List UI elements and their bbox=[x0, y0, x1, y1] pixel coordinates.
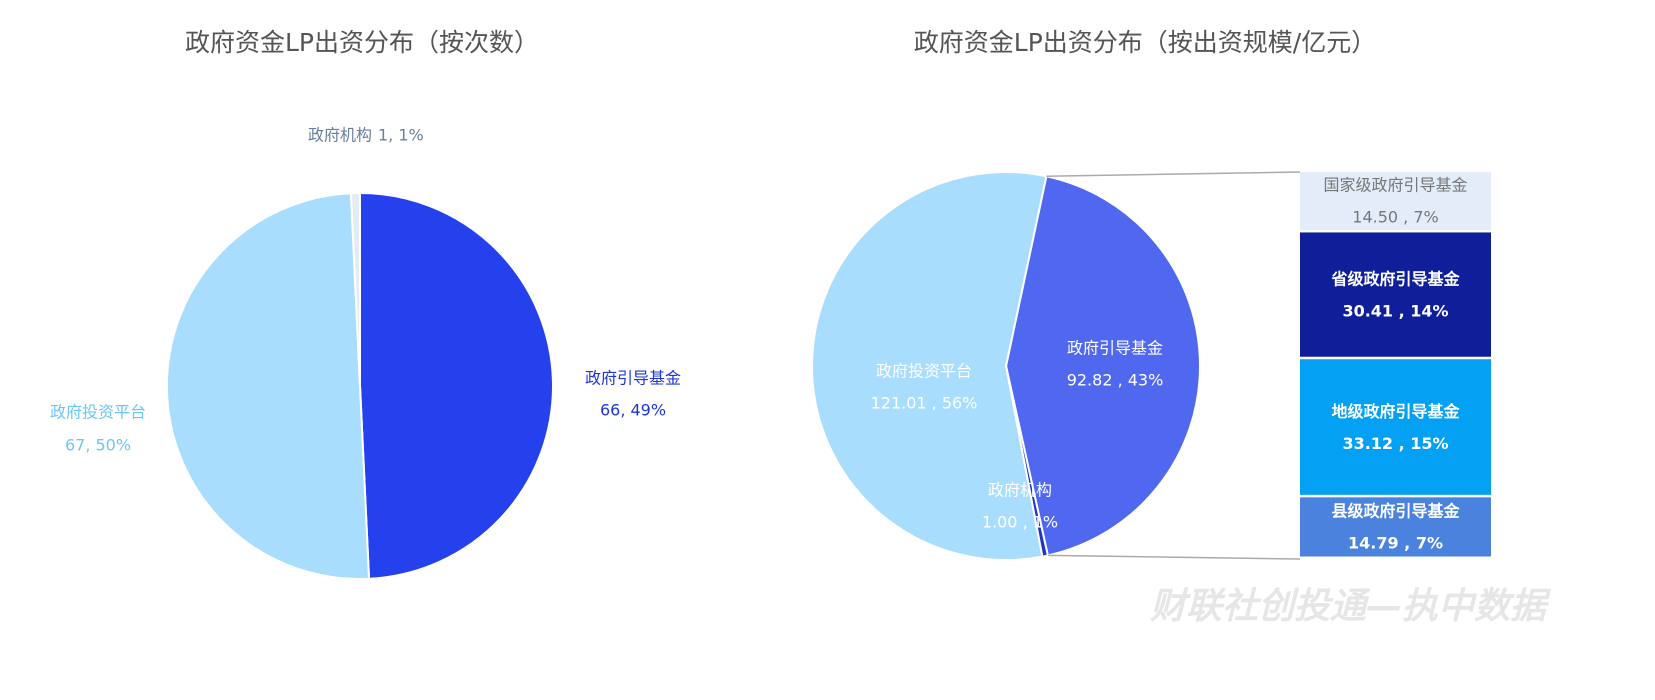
slice-value-label: 1, 1% bbox=[378, 126, 424, 145]
slice-value-label: 67, 50% bbox=[65, 436, 131, 455]
slice-value-label: 66, 49% bbox=[600, 401, 666, 420]
pie-slice bbox=[166, 192, 371, 580]
connector bbox=[1047, 554, 1301, 560]
breakdown-value-label: 33.12 , 15% bbox=[1342, 434, 1448, 453]
breakdown-value-label: 30.41 , 14% bbox=[1342, 301, 1448, 320]
breakdown-label: 国家级政府引导基金 bbox=[1323, 176, 1467, 195]
pie-slice bbox=[811, 171, 1048, 561]
slice-label: 政府引导基金 bbox=[585, 369, 681, 388]
pie-slice bbox=[359, 191, 554, 580]
watermark: 财联社创投通—执中数据 bbox=[1150, 586, 1552, 627]
slice-value-label: 1.00 , 1% bbox=[982, 513, 1058, 532]
slice-label: 政府机构 bbox=[988, 481, 1052, 500]
pie-slice bbox=[349, 191, 361, 387]
breakdown-bar bbox=[1300, 172, 1491, 230]
pie-slice bbox=[1004, 175, 1201, 557]
slice-value-label: 92.82 , 43% bbox=[1067, 371, 1164, 390]
breakdown-bar bbox=[1300, 497, 1491, 557]
slice-label: 政府投资平台 bbox=[50, 403, 146, 422]
breakdown-bar bbox=[1300, 232, 1491, 357]
connector bbox=[1046, 171, 1301, 177]
breakdown-label: 县级政府引导基金 bbox=[1331, 502, 1460, 521]
breakdown-value-label: 14.50 , 7% bbox=[1352, 208, 1438, 227]
chart-title: 政府资金LP出资分布（按次数） bbox=[185, 28, 539, 57]
slice-label: 政府投资平台 bbox=[876, 362, 972, 381]
slice-label: 政府引导基金 bbox=[1067, 339, 1163, 358]
breakdown-label: 省级政府引导基金 bbox=[1330, 269, 1460, 288]
breakdown-label: 地级政府引导基金 bbox=[1331, 402, 1460, 421]
breakdown-bar bbox=[1300, 359, 1491, 495]
slice-label: 政府机构 bbox=[308, 126, 372, 145]
chart-title: 政府资金LP出资分布（按出资规模/亿元） bbox=[914, 28, 1376, 57]
breakdown-value-label: 14.79 , 7% bbox=[1348, 534, 1443, 553]
slice-value-label: 121.01 , 56% bbox=[871, 394, 978, 413]
